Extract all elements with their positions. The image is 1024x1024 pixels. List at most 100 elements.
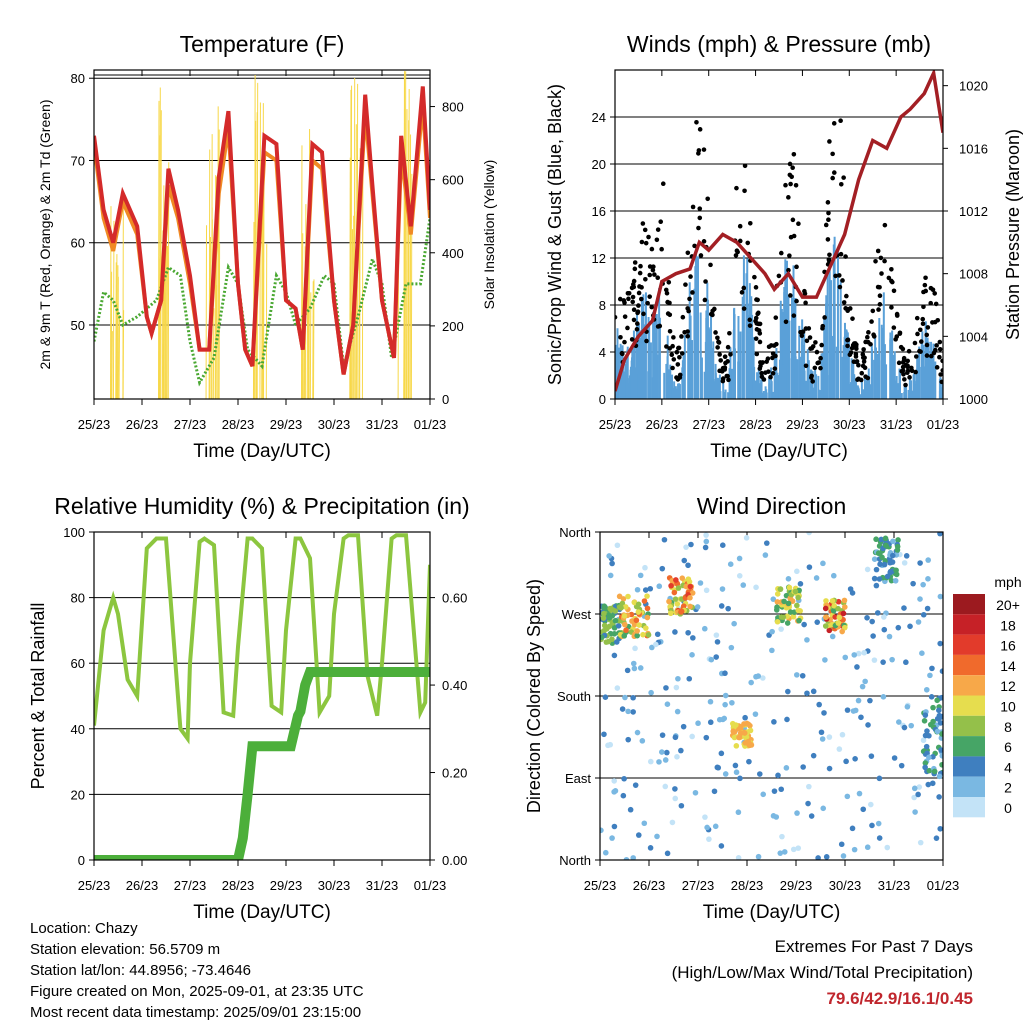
gust-point [637, 270, 643, 276]
gust-point [773, 353, 778, 359]
direction-point [692, 789, 699, 796]
gust-point [716, 339, 721, 345]
direction-point [630, 660, 637, 667]
extremes-values: 79.6/42.9/16.1/0.45 [826, 989, 973, 1008]
direction-point [659, 732, 666, 738]
direction-point [703, 587, 710, 594]
direction-point [931, 768, 938, 775]
direction-point [778, 626, 784, 632]
gust-point [870, 308, 876, 314]
direction-point [794, 568, 800, 575]
direction-point [683, 544, 689, 550]
gust-point [902, 377, 907, 382]
direction-point [731, 620, 737, 627]
gust-point [664, 344, 669, 349]
x-tick-label: 01/23 [414, 878, 447, 893]
plot-area [94, 71, 430, 399]
gust-point [932, 319, 938, 325]
direction-point [794, 810, 800, 816]
y-tick-label: 20 [71, 787, 85, 802]
direction-point [623, 856, 630, 860]
x-axis-label: Time (Day/UTC) [710, 441, 848, 462]
chart-panel-1: Temperature (F)50607080020040060080025/2… [37, 31, 497, 462]
x-tick-label: 01/23 [927, 417, 960, 432]
gust-point [913, 369, 918, 375]
direction-point [639, 738, 646, 744]
gust-point [873, 259, 878, 264]
direction-point [672, 734, 679, 741]
y-tick-label: 40 [71, 722, 85, 737]
direction-point [686, 675, 693, 682]
gust-point [655, 324, 661, 329]
direction-point [864, 615, 870, 621]
direction-point [937, 593, 943, 600]
gust-point [924, 353, 930, 358]
direction-point [891, 755, 898, 761]
direction-point [820, 560, 826, 567]
direction-point [727, 561, 734, 567]
direction-point [818, 729, 825, 736]
direction-point [911, 785, 918, 792]
direction-point [850, 708, 857, 714]
direction-point [840, 853, 847, 859]
gust-point [830, 151, 835, 157]
direction-point [922, 712, 929, 718]
direction-point [924, 605, 931, 612]
gust-point [931, 350, 937, 356]
gust-point [924, 342, 930, 348]
direction-point [917, 596, 923, 602]
direction-point [609, 835, 615, 841]
gust-point [823, 222, 829, 228]
y-tick-label: 80 [71, 591, 85, 606]
direction-point [878, 536, 885, 543]
direction-point [690, 635, 696, 641]
direction-point [806, 783, 812, 790]
direction-point [920, 737, 927, 744]
direction-point [797, 581, 804, 587]
direction-point [695, 720, 701, 727]
direction-point [736, 734, 743, 741]
gust-point [866, 330, 871, 335]
plot-area [94, 533, 430, 860]
direction-point [674, 754, 680, 760]
direction-point [928, 694, 935, 700]
direction-point [663, 685, 669, 691]
direction-point [864, 844, 871, 851]
extremes-heading: Extremes For Past 7 Days [774, 937, 973, 956]
direction-point [779, 833, 785, 840]
gust-point [917, 327, 923, 333]
gust-point [759, 370, 764, 376]
gust-point [725, 344, 731, 350]
direction-point [636, 622, 642, 628]
gust-point [701, 147, 707, 152]
gust-point [696, 225, 701, 231]
direction-point [781, 598, 787, 605]
y-tick-label: 16 [592, 204, 606, 219]
gust-point [778, 250, 784, 256]
gust-point [626, 290, 632, 296]
direction-point [731, 723, 737, 730]
gust-point [640, 221, 646, 226]
direction-point [611, 652, 618, 659]
gust-point [757, 321, 763, 327]
direction-point [687, 603, 693, 610]
gust-point [812, 365, 818, 371]
gust-point [630, 299, 636, 305]
direction-point [703, 532, 709, 538]
direction-point [871, 657, 878, 663]
x-axis-label: Time (Day/UTC) [193, 902, 331, 923]
gust-point [667, 328, 673, 334]
direction-point [656, 759, 662, 765]
gust-point [833, 273, 838, 279]
gust-point [838, 118, 843, 124]
gust-point [796, 221, 801, 227]
extremes-subheading: (High/Low/Max Wind/Total Precipitation) [671, 963, 973, 982]
direction-point [816, 701, 822, 708]
gust-point [810, 379, 815, 384]
direction-point [763, 540, 770, 546]
x-tick-label: 28/23 [739, 417, 772, 432]
y2-axis-label: Station Pressure (Maroon) [1003, 129, 1023, 340]
direction-point [606, 615, 613, 621]
direction-point [760, 791, 767, 798]
direction-point [881, 626, 888, 633]
